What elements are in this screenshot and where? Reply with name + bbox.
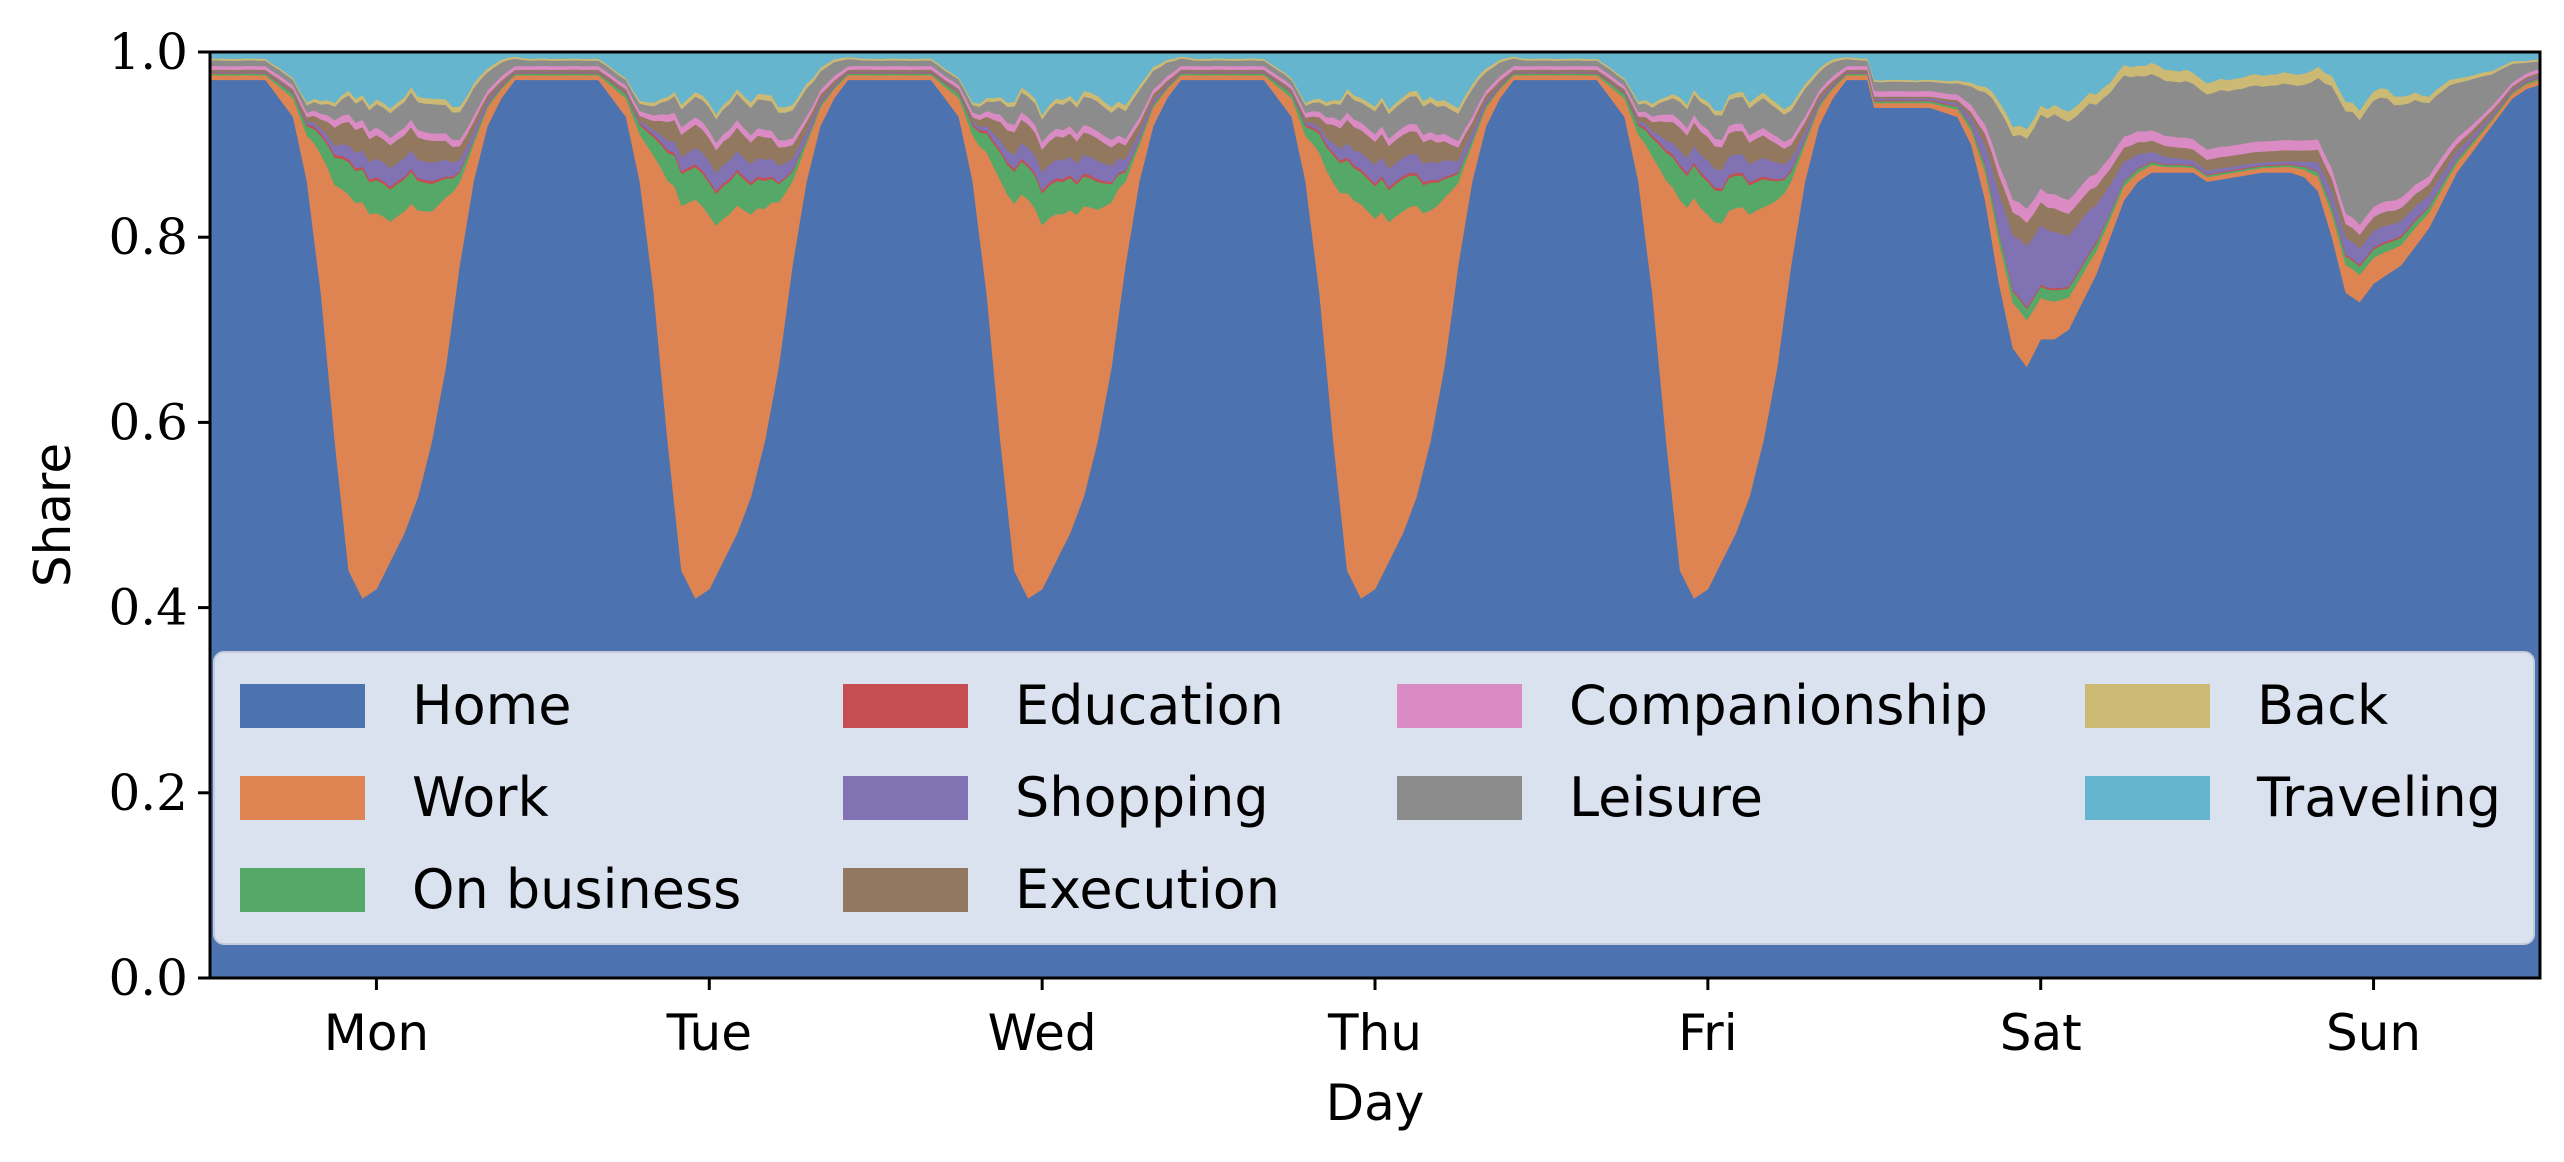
- legend-label: Companionship: [1569, 674, 1988, 737]
- x-axis-label: Day: [1326, 1074, 1425, 1132]
- x-tick-label: Tue: [666, 1004, 752, 1062]
- legend-swatch: [843, 776, 968, 820]
- x-tick-label: Sun: [2326, 1004, 2421, 1062]
- legend-label: Execution: [1015, 858, 1280, 921]
- x-tick-label: Thu: [1327, 1004, 1422, 1062]
- legend-swatch: [240, 684, 365, 728]
- legend-label: Back: [2257, 674, 2389, 737]
- y-tick-label: 0.8: [108, 208, 188, 266]
- legend-swatch: [1397, 684, 1522, 728]
- legend-label: Home: [412, 674, 571, 737]
- y-tick-label: 0.6: [108, 393, 188, 451]
- legend-swatch: [2085, 776, 2210, 820]
- legend: Home Work On business Education Shopping Exec…: [213, 651, 2535, 945]
- y-tick-label: 1.0: [108, 23, 188, 81]
- legend-swatch: [1397, 776, 1522, 820]
- y-axis-label: Share: [24, 443, 82, 587]
- x-tick-label: Sat: [2000, 1004, 2082, 1062]
- legend-swatch: [2085, 684, 2210, 728]
- legend-label: Shopping: [1015, 766, 1269, 829]
- x-tick-label: Mon: [324, 1004, 429, 1062]
- y-tick-label: 0.2: [108, 764, 188, 822]
- legend-label: Work: [412, 766, 549, 829]
- y-axis-ticks: 0.0 0.2 0.4 0.6 0.8 1.0: [108, 23, 210, 1007]
- x-axis-ticks: Mon Tue Wed Thu Fri Sat Sun: [324, 978, 2421, 1062]
- legend-swatch: [843, 868, 968, 912]
- x-tick-label: Wed: [988, 1004, 1097, 1062]
- legend-swatch: [843, 684, 968, 728]
- legend-box: [213, 651, 2535, 945]
- legend-label: Education: [1015, 674, 1284, 737]
- legend-label: Leisure: [1569, 766, 1763, 829]
- legend-label: Traveling: [2256, 766, 2501, 829]
- legend-swatch: [240, 776, 365, 820]
- legend-label: On business: [412, 858, 741, 921]
- y-tick-label: 0.4: [108, 579, 188, 637]
- y-tick-label: 0.0: [108, 949, 188, 1007]
- legend-swatch: [240, 868, 365, 912]
- x-tick-label: Fri: [1678, 1004, 1738, 1062]
